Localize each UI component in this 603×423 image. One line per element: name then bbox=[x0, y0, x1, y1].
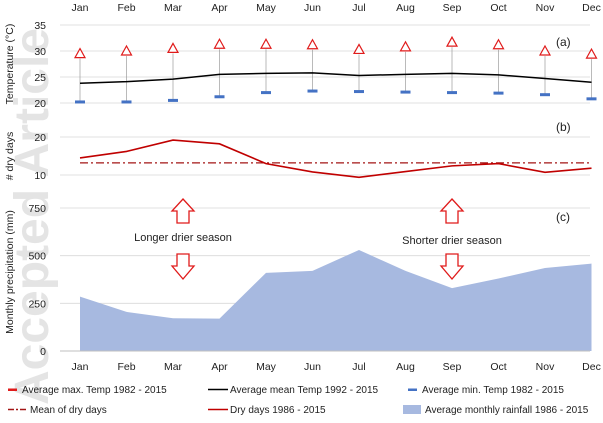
panel-label: (c) bbox=[556, 210, 570, 224]
min-temp-marker bbox=[261, 91, 271, 95]
max-temp-marker bbox=[306, 38, 319, 50]
legend-swatch bbox=[8, 388, 17, 391]
watermark-text: Accepted Article bbox=[6, 28, 59, 405]
axis-labels: Jan Feb Mar Apr May Jun Jul Aug Sep Oct Nov Dec 20 25… bbox=[4, 2, 601, 373]
top-month-label: Dec bbox=[582, 2, 601, 14]
shorter-drier-season-label: Shorter drier season bbox=[402, 235, 502, 247]
legend-label: Average mean Temp 1992 - 2015 bbox=[230, 385, 379, 396]
legend-label: Mean of dry days bbox=[30, 405, 107, 416]
legend-item: Dry days 1986 - 2015 bbox=[208, 405, 326, 416]
min-temp-marker bbox=[214, 95, 225, 99]
panel-label: (b) bbox=[556, 120, 571, 134]
top-month-label: Jun bbox=[304, 2, 321, 14]
max-temp-marker bbox=[166, 42, 180, 53]
watermark: Accepted Article bbox=[6, 28, 59, 405]
x-tick-label: Dec bbox=[582, 361, 601, 373]
y-tick-label: 20 bbox=[34, 132, 46, 144]
season-arrows: Longer drier season Shorter drier season bbox=[134, 198, 502, 281]
max-temp-marker bbox=[445, 35, 459, 47]
legend-swatch bbox=[408, 388, 417, 391]
plot-layer bbox=[60, 35, 598, 352]
min-temp-marker bbox=[75, 100, 85, 104]
x-tick-label: Mar bbox=[164, 361, 183, 373]
min-temp-marker bbox=[354, 90, 364, 94]
x-tick-label: May bbox=[256, 361, 277, 373]
top-month-label: Sep bbox=[443, 2, 462, 14]
legend-label: Average monthly rainfall 1986 - 2015 bbox=[425, 405, 589, 416]
y-tick-label: 750 bbox=[28, 203, 46, 215]
y-tick-label: 10 bbox=[34, 170, 46, 182]
min-temp-marker bbox=[540, 93, 550, 97]
max-temp-marker bbox=[538, 44, 552, 56]
min-temp-marker bbox=[493, 91, 504, 95]
panel-label: (a) bbox=[556, 35, 571, 49]
shorter-season-down-arrow bbox=[439, 253, 465, 281]
min-temp-marker bbox=[447, 91, 457, 95]
legend-item: Average min. Temp 1982 - 2015 bbox=[408, 385, 564, 396]
min-temp-marker bbox=[586, 97, 597, 101]
y-tick-label: 250 bbox=[28, 298, 46, 310]
top-month-label: May bbox=[256, 2, 277, 14]
mean-temp-line bbox=[79, 72, 592, 84]
longer-season-up-arrow bbox=[170, 198, 196, 224]
x-tick-label: Nov bbox=[536, 361, 555, 373]
top-month-label: Apr bbox=[211, 2, 228, 14]
legend-label: Average max. Temp 1982 - 2015 bbox=[22, 385, 167, 396]
x-tick-label: Oct bbox=[490, 361, 506, 373]
max-temp-marker bbox=[73, 47, 87, 59]
max-temp-marker bbox=[120, 44, 133, 56]
min-temp-marker bbox=[168, 98, 178, 102]
y-axis-label: # dry days bbox=[4, 132, 16, 180]
y-tick-label: 25 bbox=[34, 72, 46, 84]
max-temp-marker bbox=[492, 38, 505, 50]
max-temp-marker bbox=[585, 47, 598, 59]
top-month-label: Jan bbox=[72, 2, 89, 14]
top-month-label: Aug bbox=[396, 2, 415, 14]
y-tick-label: 0 bbox=[40, 346, 46, 358]
legend-label: Average min. Temp 1982 - 2015 bbox=[422, 385, 564, 396]
top-month-label: Jul bbox=[352, 2, 365, 14]
min-temp-marker bbox=[400, 90, 411, 94]
longer-season-down-arrow bbox=[170, 253, 196, 281]
min-temp-marker bbox=[307, 89, 318, 93]
legend-swatch bbox=[403, 405, 421, 414]
top-month-label: Nov bbox=[536, 2, 555, 14]
top-month-label: Mar bbox=[164, 2, 183, 14]
x-tick-label: Jun bbox=[304, 361, 321, 373]
legend-item: Average monthly rainfall 1986 - 2015 bbox=[403, 405, 589, 416]
dry-days-line bbox=[79, 139, 592, 179]
x-tick-label: Sep bbox=[443, 361, 462, 373]
top-month-label: Oct bbox=[490, 2, 506, 14]
legend: Average max. Temp 1982 - 2015 Average mea… bbox=[8, 385, 589, 416]
max-temp-marker bbox=[259, 38, 273, 49]
max-temp-marker bbox=[352, 43, 366, 55]
top-month-label: Feb bbox=[117, 2, 135, 14]
x-tick-label: Feb bbox=[117, 361, 135, 373]
y-tick-label: 500 bbox=[28, 251, 46, 263]
y-tick-label: 35 bbox=[34, 20, 46, 32]
legend-item: Average max. Temp 1982 - 2015 bbox=[8, 385, 167, 396]
x-tick-label: Aug bbox=[396, 361, 415, 373]
max-temp-marker bbox=[213, 38, 226, 49]
y-axis-label: Monthly precipitation (mm) bbox=[4, 210, 16, 334]
rainfall-area bbox=[80, 249, 592, 351]
x-tick-label: Jul bbox=[352, 361, 365, 373]
max-temp-marker bbox=[399, 40, 412, 52]
x-tick-label: Jan bbox=[72, 361, 89, 373]
shorter-season-up-arrow bbox=[439, 198, 465, 224]
legend-item: Average mean Temp 1992 - 2015 bbox=[208, 385, 379, 396]
y-axis-label: Temperature (°C) bbox=[4, 24, 16, 105]
longer-drier-season-label: Longer drier season bbox=[134, 232, 232, 244]
min-temp-marker bbox=[121, 100, 132, 104]
y-tick-label: 30 bbox=[34, 46, 46, 58]
legend-item: Mean of dry days bbox=[8, 405, 107, 416]
x-tick-label: Apr bbox=[211, 361, 228, 373]
y-tick-label: 20 bbox=[34, 98, 46, 110]
legend-label: Dry days 1986 - 2015 bbox=[230, 405, 326, 416]
